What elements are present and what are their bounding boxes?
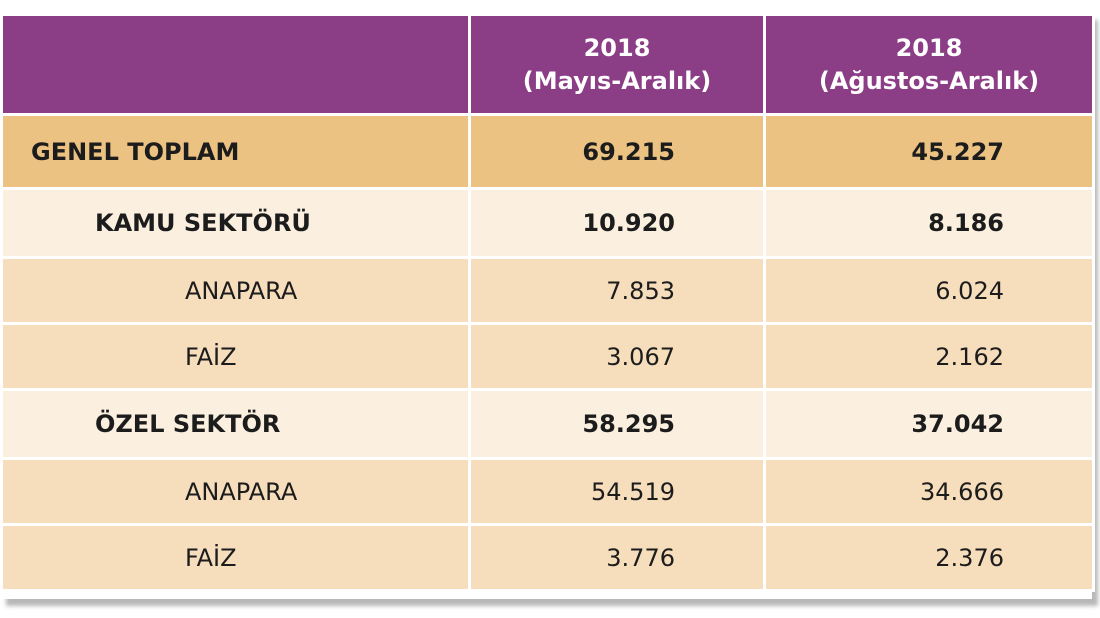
value-aug-dec: 45.227 [763,113,1095,190]
row-label: GENEL TOPLAM [0,113,471,190]
value-may-dec: 3.067 [468,322,766,391]
header-may-dec: 2018 (Mayıs-Aralık) [468,13,766,116]
row-label: KAMU SEKTÖRÜ [0,187,471,259]
row-label: FAİZ [0,523,471,592]
value-aug-dec: 37.042 [763,388,1095,460]
header-may-dec-year: 2018 [583,33,651,62]
data-table-container: 2018 (Mayıs-Aralık) 2018 (Ağustos-Aralık… [0,13,1095,599]
value-aug-dec: 34.666 [763,457,1095,526]
row-label: ANAPARA [0,457,471,526]
row-ozel-anapara: ANAPARA 54.519 34.666 [0,457,1095,526]
value-may-dec: 58.295 [468,388,766,460]
row-kamu-faiz: FAİZ 3.067 2.162 [0,322,1095,391]
value-may-dec: 54.519 [468,457,766,526]
row-genel-toplam: GENEL TOPLAM 69.215 45.227 [0,113,1095,190]
row-ozel-faiz: FAİZ 3.776 2.376 [0,523,1095,592]
value-aug-dec: 2.376 [763,523,1095,592]
row-label: ÖZEL SEKTÖR [0,388,471,460]
value-may-dec: 3.776 [468,523,766,592]
value-aug-dec: 2.162 [763,322,1095,391]
row-ozel-sektor: ÖZEL SEKTÖR 58.295 37.042 [0,388,1095,460]
row-label: ANAPARA [0,256,471,325]
row-kamu-sektoru: KAMU SEKTÖRÜ 10.920 8.186 [0,187,1095,259]
header-may-dec-period: (Mayıs-Aralık) [522,66,712,95]
header-aug-dec-year: 2018 [895,33,963,62]
header-aug-dec: 2018 (Ağustos-Aralık) [763,13,1095,116]
value-may-dec: 10.920 [468,187,766,259]
value-aug-dec: 8.186 [763,187,1095,259]
header-row: 2018 (Mayıs-Aralık) 2018 (Ağustos-Aralık… [0,13,1095,116]
header-empty-cell [0,13,471,116]
header-aug-dec-period: (Ağustos-Aralık) [818,66,1040,95]
row-kamu-anapara: ANAPARA 7.853 6.024 [0,256,1095,325]
value-may-dec: 7.853 [468,256,766,325]
row-label: FAİZ [0,322,471,391]
value-aug-dec: 6.024 [763,256,1095,325]
debt-table: 2018 (Mayıs-Aralık) 2018 (Ağustos-Aralık… [0,13,1095,592]
value-may-dec: 69.215 [468,113,766,190]
